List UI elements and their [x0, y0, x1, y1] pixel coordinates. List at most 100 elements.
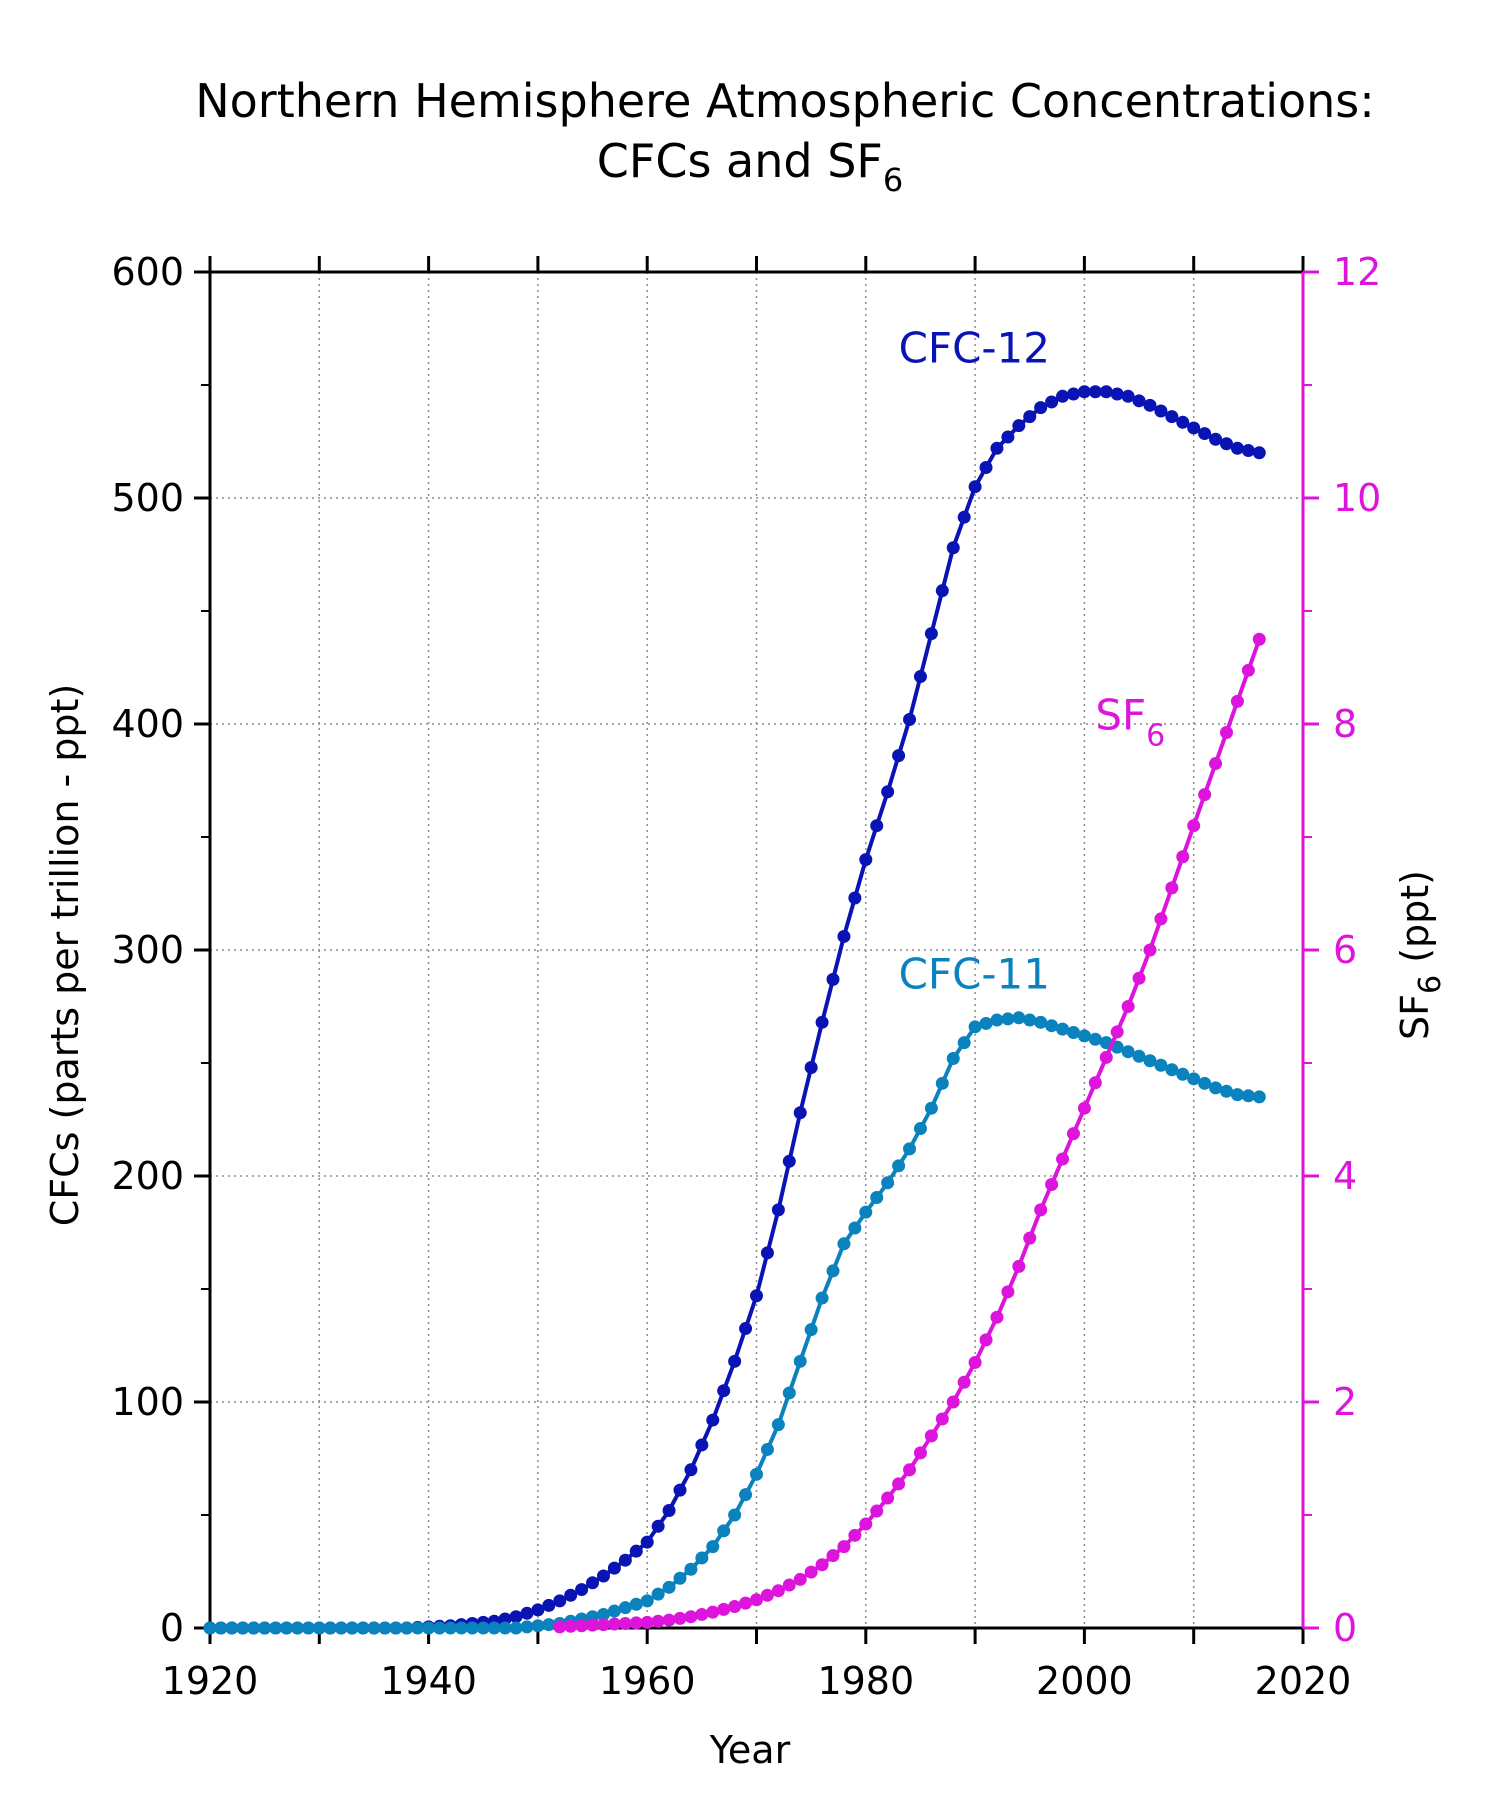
data-point-cfc-12: [1023, 410, 1037, 424]
left-y-axis-label: CFCs (parts per trillion - ppt): [43, 684, 87, 1227]
data-point-cfc-11: [913, 1122, 927, 1136]
data-point-cfc-11: [892, 1159, 906, 1173]
data-point-cfc-11: [990, 1013, 1004, 1027]
data-point-cfc-11: [280, 1621, 294, 1635]
data-point-cfc-12: [542, 1598, 556, 1612]
x-tick-label: 2000: [1036, 1659, 1133, 1703]
series-line-cfc-12: [210, 389, 1260, 1630]
data-point-cfc-12: [618, 1553, 632, 1567]
data-point-cfc-12: [586, 1576, 600, 1590]
data-point-cfc-12: [1187, 421, 1201, 435]
data-point-sf6: [1099, 1050, 1113, 1064]
data-point-cfc-12: [957, 510, 971, 524]
data-point-cfc-12: [728, 1354, 742, 1368]
data-point-sf6: [717, 1602, 731, 1616]
data-point-cfc-11: [1176, 1067, 1190, 1081]
data-point-cfc-11: [356, 1621, 370, 1635]
data-point-cfc-11: [728, 1508, 742, 1522]
data-point-sf6: [706, 1605, 720, 1619]
series-label-cfc-11-main: CFC-11: [899, 949, 1050, 998]
data-point-cfc-12: [717, 1384, 731, 1398]
right-y-axis-label-rest: (ppt): [1393, 870, 1437, 975]
series-labels: CFC-12 CFC-11 SF6: [899, 323, 1166, 998]
data-point-sf6: [881, 1491, 895, 1505]
data-point-cfc-12: [1066, 387, 1080, 401]
axes: 1920 1940 1960 1980 2000 20200100200300400500…: [111, 250, 1381, 1703]
data-point-cfc-11: [750, 1467, 763, 1481]
data-point-sf6: [1154, 912, 1168, 926]
data-point-cfc-12: [509, 1610, 523, 1624]
data-point-cfc-11: [411, 1621, 425, 1635]
data-point-cfc-12: [673, 1483, 687, 1497]
left-y-tick-label: 300: [111, 928, 184, 972]
data-point-cfc-11: [1132, 1049, 1146, 1063]
x-tick-label: 1960: [599, 1659, 696, 1703]
data-point-cfc-11: [837, 1237, 851, 1251]
right-y-tick-label: 8: [1333, 702, 1357, 746]
data-point-cfc-12: [695, 1438, 709, 1452]
right-y-tick-label: 6: [1333, 928, 1357, 972]
data-point-cfc-11: [706, 1540, 720, 1554]
data-point-cfc-11: [520, 1620, 534, 1634]
data-point-cfc-11: [881, 1176, 895, 1190]
series-label-cfc-11: CFC-11: [899, 949, 1050, 998]
left-y-tick-label: 0: [160, 1606, 184, 1650]
data-point-sf6: [1132, 971, 1146, 985]
data-point-sf6: [1023, 1231, 1037, 1245]
data-point-cfc-12: [881, 785, 895, 799]
data-point-cfc-11: [334, 1621, 348, 1635]
data-point-sf6: [903, 1463, 917, 1477]
data-point-cfc-11: [1219, 1084, 1233, 1098]
data-point-cfc-11: [848, 1221, 862, 1235]
data-point-cfc-11: [236, 1621, 250, 1635]
data-point-cfc-11: [1165, 1063, 1179, 1077]
data-point-sf6: [553, 1620, 567, 1634]
data-point-sf6: [837, 1540, 851, 1554]
data-point-cfc-11: [1154, 1058, 1168, 1072]
data-point-sf6: [586, 1618, 600, 1632]
data-point-sf6: [815, 1558, 829, 1572]
data-point-cfc-12: [564, 1588, 578, 1602]
right-y-axis-label: SF6 (ppt): [1393, 870, 1448, 1040]
data-point-cfc-12: [640, 1535, 654, 1549]
data-point-cfc-12: [946, 541, 960, 555]
data-point-cfc-12: [1121, 389, 1135, 403]
data-point-cfc-11: [465, 1621, 479, 1635]
data-point-sf6: [1209, 757, 1223, 771]
data-point-cfc-12: [1209, 432, 1223, 446]
x-tick-label: 1940: [380, 1659, 477, 1703]
data-point-cfc-11: [1056, 1022, 1070, 1036]
data-point-cfc-11: [1045, 1019, 1059, 1033]
data-point-sf6: [1012, 1259, 1026, 1273]
data-point-sf6: [596, 1618, 610, 1632]
data-point-cfc-11: [1241, 1089, 1255, 1103]
data-point-sf6: [1187, 819, 1201, 833]
data-point-cfc-11: [1252, 1090, 1266, 1104]
data-point-sf6: [651, 1614, 665, 1628]
data-point-cfc-12: [968, 480, 982, 494]
data-point-cfc-12: [1230, 441, 1244, 455]
data-point-cfc-11: [301, 1621, 315, 1635]
data-point-cfc-12: [1001, 430, 1015, 444]
right-y-tick-label: 0: [1333, 1606, 1357, 1650]
data-point-cfc-12: [793, 1106, 807, 1120]
x-axis-label: Year: [709, 1728, 791, 1772]
series-sf6: [553, 632, 1266, 1634]
data-point-cfc-11: [443, 1621, 457, 1635]
series-label-sf6: SF6: [1095, 691, 1165, 754]
data-point-sf6: [695, 1607, 709, 1621]
data-point-cfc-12: [1176, 415, 1190, 429]
chart-title-line1: Northern Hemisphere Atmospheric Concentr…: [195, 74, 1375, 128]
data-point-sf6: [1176, 850, 1190, 864]
data-point-sf6: [793, 1572, 807, 1586]
data-point-sf6: [575, 1619, 589, 1633]
data-point-cfc-11: [1012, 1011, 1026, 1025]
data-point-cfc-11: [487, 1621, 501, 1635]
data-point-cfc-11: [760, 1442, 774, 1456]
data-point-cfc-12: [848, 891, 862, 905]
data-point-sf6: [979, 1333, 993, 1347]
data-point-cfc-12: [1034, 401, 1048, 415]
data-point-cfc-11: [367, 1621, 381, 1635]
data-point-cfc-12: [706, 1413, 720, 1427]
data-point-cfc-12: [750, 1289, 763, 1303]
